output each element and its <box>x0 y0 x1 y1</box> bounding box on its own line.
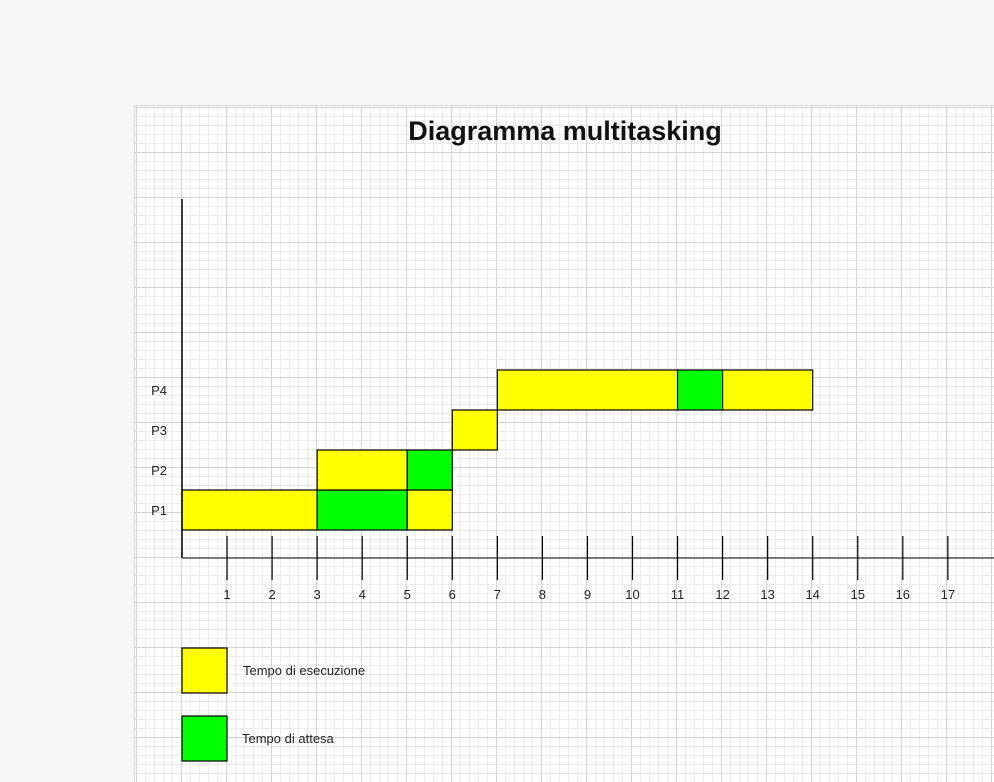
row-label-p1: P1 <box>151 503 167 518</box>
x-tick-label-3: 3 <box>314 587 321 602</box>
bar-p4-execution-6 <box>496 369 679 411</box>
x-tick-label-17: 17 <box>941 587 955 602</box>
x-tick-label-13: 13 <box>760 587 774 602</box>
row-label-p2: P2 <box>151 463 167 478</box>
bar-p1-waiting-1 <box>316 489 408 531</box>
bar-p4-execution-8 <box>721 369 814 411</box>
legend-label-execution: Tempo di esecuzione <box>243 663 366 678</box>
chart-title: Diagramma multitasking <box>408 116 722 146</box>
x-tick-label-15: 15 <box>851 587 865 602</box>
x-tick-label-11: 11 <box>671 587 685 602</box>
row-label-p3: P3 <box>151 423 167 438</box>
x-tick-label-14: 14 <box>805 587 819 602</box>
x-tick-label-12: 12 <box>715 587 729 602</box>
bar-p2-execution-3 <box>316 449 408 491</box>
diagram-canvas: Diagramma multitasking 1 2 3 4 5 6 7 8 9 10 11 12 13… <box>134 105 994 782</box>
x-tick-label-2: 2 <box>268 587 275 602</box>
legend-swatch-execution <box>181 647 228 694</box>
x-tick-label-10: 10 <box>625 587 639 602</box>
bar-p2-waiting-4 <box>406 449 453 491</box>
x-tick-label-6: 6 <box>449 587 456 602</box>
x-tick-label-7: 7 <box>494 587 501 602</box>
bar-p4-waiting-7 <box>676 369 724 411</box>
bar-p1-execution-0 <box>181 489 318 531</box>
row-label-p4: P4 <box>151 383 167 398</box>
x-tick-label-5: 5 <box>404 587 411 602</box>
x-tick-label-4: 4 <box>359 587 366 602</box>
x-tick-label-9: 9 <box>584 587 591 602</box>
bar-p1-execution-2 <box>406 489 453 531</box>
x-tick-label-1: 1 <box>223 587 230 602</box>
x-tick-label-16: 16 <box>896 587 910 602</box>
bar-p3-execution-5 <box>451 409 498 451</box>
legend-label-waiting: Tempo di attesa <box>242 731 334 746</box>
x-tick-label-8: 8 <box>539 587 546 602</box>
legend-swatch-waiting <box>181 715 228 762</box>
